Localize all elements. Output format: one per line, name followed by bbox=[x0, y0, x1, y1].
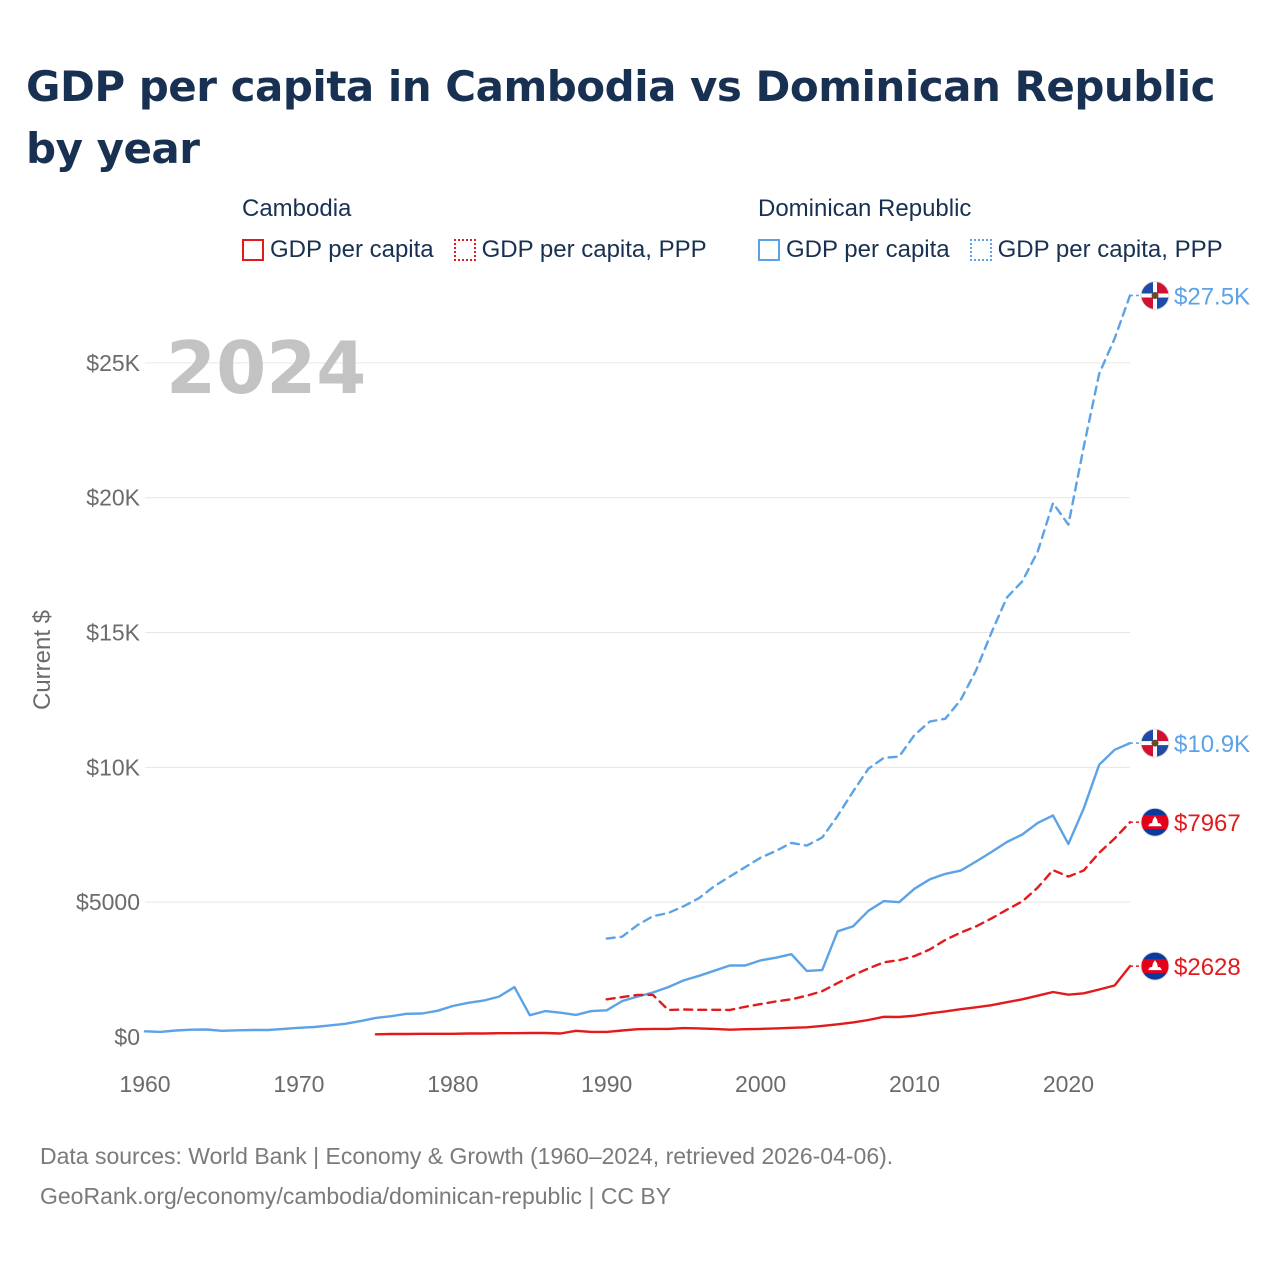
dominican-republic-flag-icon bbox=[1140, 728, 1170, 758]
legend-item-label: GDP per capita bbox=[786, 236, 950, 263]
flag-quarter-red bbox=[1141, 745, 1153, 758]
legend-item-label: GDP per capita, PPP bbox=[997, 236, 1223, 263]
legend-group-dominican-republic: Dominican Republic GDP per capita GDP pe… bbox=[758, 194, 1223, 264]
x-tick-label: 2010 bbox=[889, 1071, 940, 1097]
legend-item-dominican-gdp[interactable]: GDP per capita bbox=[758, 236, 950, 264]
end-value-label: $7967 bbox=[1174, 810, 1241, 837]
legend-item-label: GDP per capita bbox=[270, 236, 434, 263]
legend-group-cambodia: Cambodia GDP per capita GDP per capita, … bbox=[242, 194, 707, 264]
source-line-2[interactable]: GeoRank.org/economy/cambodia/dominican-r… bbox=[40, 1183, 672, 1209]
legend-item-cambodia-gdp[interactable]: GDP per capita bbox=[242, 236, 434, 264]
flag-temple bbox=[1148, 960, 1162, 971]
flag-quarter-blue bbox=[1157, 745, 1169, 758]
x-tick-label: 1990 bbox=[581, 1071, 632, 1097]
end-markers: $27.5K $10.9K $7967 $2628 bbox=[1130, 281, 1250, 981]
year-watermark: 2024 bbox=[166, 326, 366, 410]
y-tick-label: $20K bbox=[86, 485, 140, 511]
legend-item-label: GDP per capita, PPP bbox=[481, 236, 707, 263]
chart-title: GDP per capita in Cambodia vs Dominican … bbox=[26, 62, 1216, 173]
legend-swatch-solid bbox=[242, 239, 264, 261]
y-tick-label: $25K bbox=[86, 350, 140, 376]
flag-emblem bbox=[1151, 292, 1159, 299]
end-value-label: $2628 bbox=[1174, 954, 1241, 981]
legend-item-dominican-gdp-ppp[interactable]: GDP per capita, PPP bbox=[969, 236, 1223, 264]
flag-outline bbox=[1140, 807, 1170, 837]
flag-temple bbox=[1148, 816, 1162, 827]
x-tick-label: 1980 bbox=[427, 1071, 478, 1097]
dominican-republic-flag-icon bbox=[1140, 281, 1170, 310]
end-value-label: $10.9K bbox=[1174, 731, 1250, 758]
flag-outline bbox=[1140, 728, 1170, 758]
series-lines bbox=[143, 294, 1132, 1036]
y-tick-label: $15K bbox=[86, 620, 140, 646]
axes: $0 $5000 $10K $15K $20K $25K 1960 1970 1980 1990 2… bbox=[29, 350, 1094, 1097]
flag-quarter-blue bbox=[1141, 281, 1153, 294]
series-line-cambodia-gdp-per-capita-ppp bbox=[605, 821, 1132, 1012]
legend-group-title: Dominican Republic bbox=[758, 195, 972, 222]
y-axis-label: Current $ bbox=[29, 610, 56, 710]
legend-swatch-solid bbox=[758, 239, 780, 261]
flag-quarter-blue bbox=[1157, 297, 1169, 310]
series-line-cambodia-gdp-per-capita bbox=[374, 964, 1132, 1036]
cambodia-flag-icon bbox=[1140, 951, 1170, 981]
source-note: Data sources: World Bank | Economy & Gro… bbox=[40, 1136, 893, 1216]
flag-quarter-red bbox=[1141, 297, 1153, 310]
flag-body bbox=[1141, 808, 1169, 837]
flag-outline bbox=[1140, 951, 1170, 981]
legend-swatch-dotted bbox=[453, 239, 476, 261]
legend-swatch-dotted bbox=[969, 239, 992, 261]
flag-outline bbox=[1140, 281, 1170, 310]
x-tick-label: 1970 bbox=[273, 1071, 324, 1097]
series-line-dominican-republic-gdp-per-capita-ppp bbox=[605, 294, 1132, 940]
flag-emblem bbox=[1151, 739, 1159, 747]
x-tick-label: 1960 bbox=[119, 1071, 170, 1097]
source-line-1: Data sources: World Bank | Economy & Gro… bbox=[40, 1143, 894, 1169]
x-tick-label: 2020 bbox=[1043, 1071, 1094, 1097]
flag-quarter-blue bbox=[1141, 729, 1153, 742]
end-value-label: $27.5K bbox=[1174, 283, 1250, 310]
flag-quarter-red bbox=[1157, 281, 1169, 294]
cambodia-flag-icon bbox=[1140, 807, 1170, 837]
legend-group-title: Cambodia bbox=[242, 195, 352, 222]
flag-quarter-red bbox=[1157, 729, 1169, 742]
legend-item-cambodia-gdp-ppp[interactable]: GDP per capita, PPP bbox=[453, 236, 707, 264]
y-tick-label: $10K bbox=[86, 754, 140, 780]
y-tick-label: $5000 bbox=[76, 889, 140, 915]
x-tick-label: 2000 bbox=[735, 1071, 786, 1097]
grid bbox=[145, 362, 1130, 903]
flag-body bbox=[1141, 952, 1169, 981]
y-tick-label: $0 bbox=[114, 1024, 140, 1050]
series-line-dominican-republic-gdp-per-capita bbox=[143, 741, 1132, 1034]
